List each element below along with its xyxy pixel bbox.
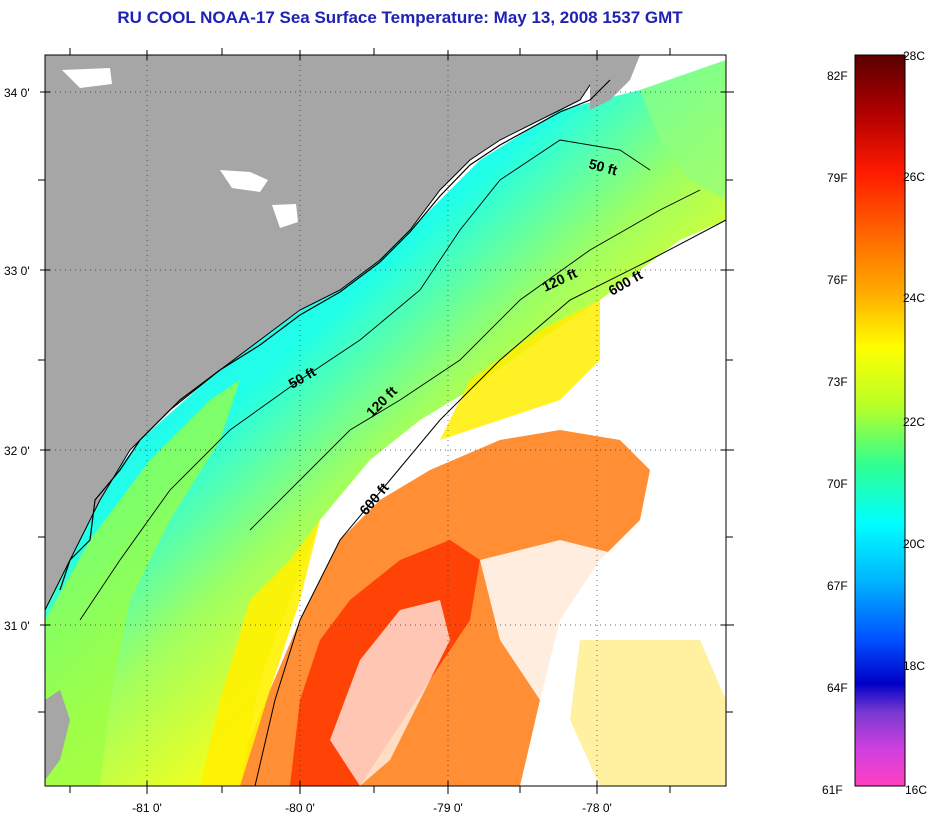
ticks [38,48,734,794]
lat-label-33: 33 0' [4,264,30,278]
colorbar-label-f: 76F [827,273,848,287]
colorbar-label-c: 20C [903,537,925,551]
continental-shelf-water [45,60,726,786]
cloud-speck [220,170,268,192]
contour-50ft [79,139,651,621]
colorbar-label-c: 16C [905,783,927,797]
colorbar-label-f: 61F [822,783,843,797]
map-title: RU COOL NOAA-17 Sea Surface Temperature:… [117,8,683,27]
lon-label-79: -79 0' [433,801,463,815]
colorbar-label-c: 22C [903,415,925,429]
lat-label-34: 34 0' [4,86,30,100]
colorbar-label-c: 24C [903,291,925,305]
colorbar-label-c: 26C [903,170,925,184]
lon-label-80: -80 0' [285,801,315,815]
lon-label-78: -78 0' [582,801,612,815]
lat-label-32: 32 0' [4,444,30,458]
contour-120ft [249,189,701,531]
shelf-edge-warm-water [200,520,320,786]
northern-nearshore-water [640,60,726,200]
land-mass-south [45,690,70,780]
colorbar [854,54,906,787]
colorbar-label-c: 28C [903,49,925,63]
cloud-patch [330,600,450,786]
map-frame [44,54,727,787]
colorbar-label-f: 64F [827,681,848,695]
colorbar-label-c: 18C [903,659,925,673]
contour-label-50ft-north: 50 ft [587,155,619,178]
land-mass-northeast [590,55,640,110]
land-mass [45,55,601,611]
graticule [45,55,726,786]
shelf-break-front [440,300,600,440]
colorbar-label-f: 67F [827,579,848,593]
colorbar-label-f: 79F [827,171,848,185]
colorbar-celsius-labels: 28C 26C 24C 22C 20C 18C 16C [903,49,927,797]
nearshore-warm-water [45,380,240,786]
colorbar-fahrenheit-labels: 82F 79F 76F 73F 70F 67F 64F 61F [822,69,848,797]
cloud-speck [62,68,112,88]
map-area [45,55,726,786]
cloud-speck [272,204,298,228]
colorbar-label-f: 73F [827,375,848,389]
offshore-yellow-patch [570,640,726,786]
colorbar-label-f: 70F [827,477,848,491]
lon-label-81: -81 0' [132,801,162,815]
colorbar-label-f: 82F [827,69,848,83]
lat-label-31: 31 0' [4,619,30,633]
